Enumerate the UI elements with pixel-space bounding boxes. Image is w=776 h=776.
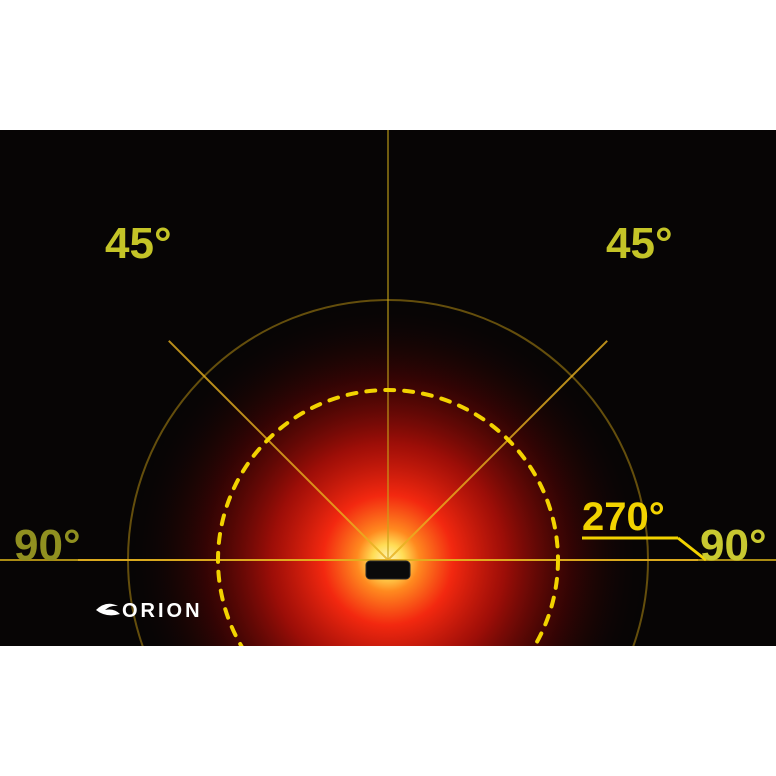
label-270: 270° xyxy=(582,495,665,539)
label-90-right: 90° xyxy=(700,521,767,570)
label-90-left: 90° xyxy=(14,521,81,570)
diagram-svg: 45° 45° 90° 90° 270° ORION xyxy=(0,0,776,776)
stage: 45° 45° 90° 90° 270° ORION xyxy=(0,0,776,776)
label-45-right: 45° xyxy=(606,219,673,268)
brand-text: ORION xyxy=(122,600,203,622)
light-body xyxy=(366,561,410,579)
label-45-left: 45° xyxy=(105,219,172,268)
